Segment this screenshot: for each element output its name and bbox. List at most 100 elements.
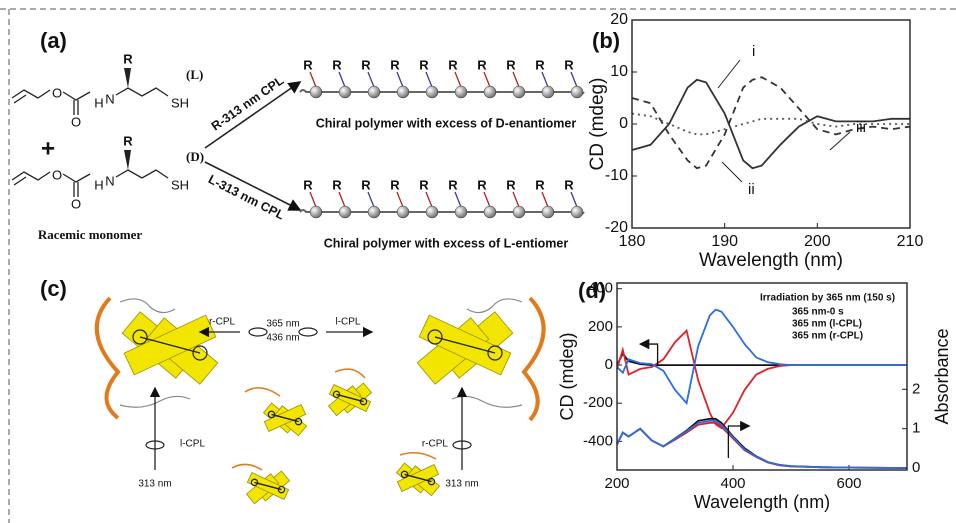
substituent: R: [448, 57, 458, 72]
bond: [396, 71, 404, 88]
bond: [336, 393, 364, 403]
x-tick-label: 200: [804, 233, 831, 250]
monomer-bead: [512, 85, 526, 99]
substituent: R: [303, 57, 313, 72]
rotation-icon: [248, 327, 268, 337]
bond: [367, 71, 375, 88]
substituent: R: [332, 57, 342, 72]
bond: [204, 161, 302, 211]
bond: [717, 59, 741, 89]
substituent: R: [535, 177, 545, 192]
bond: [271, 413, 299, 423]
x-axis-label: Wavelength (nm): [694, 492, 830, 512]
panel-label: (c): [40, 276, 67, 301]
substituent: R: [123, 51, 133, 66]
monomer-bead: [483, 85, 497, 99]
y-tick-label: 400: [588, 280, 613, 297]
panel-a: (a): [40, 28, 67, 53]
y2-tick-label: 2: [912, 380, 920, 397]
spacer: [119, 298, 176, 314]
bond: [434, 336, 496, 354]
axis-arrow: [638, 338, 659, 366]
ring: [332, 390, 341, 399]
plot-frame: [631, 19, 911, 229]
bond: [254, 481, 282, 491]
bond: [570, 191, 578, 208]
y-tick-label: -200: [583, 394, 613, 411]
ring: [277, 485, 286, 494]
substituent: R: [361, 57, 371, 72]
ring: [487, 345, 503, 361]
atom: SH: [171, 177, 189, 192]
rotation-icon: [145, 440, 165, 450]
panel-label: (d): [578, 278, 606, 303]
substituent: R: [361, 177, 371, 192]
series-line: [616, 419, 908, 469]
bond: [139, 336, 201, 354]
monomer-bead: [570, 205, 584, 219]
wavelength: 436 nm: [266, 333, 299, 344]
substituent: R: [123, 133, 133, 148]
side-chain: [399, 452, 437, 460]
wavelength: 365 nm: [266, 319, 299, 330]
y-tick-label: -20: [605, 219, 628, 236]
x-tick-label: 180: [619, 233, 646, 250]
x-axis-label: Wavelength (nm): [699, 250, 843, 271]
bond: [570, 71, 578, 88]
series-line: [631, 78, 910, 170]
y-tick-label: 200: [588, 318, 613, 335]
y-tick-label: -10: [605, 167, 628, 184]
monomer-bead: [483, 205, 497, 219]
ring: [427, 477, 436, 486]
caption: Racemic monomer: [38, 227, 143, 242]
series-line: [631, 76, 911, 170]
legend-entry: 365 nm (l-CPL): [792, 319, 862, 330]
y-axis-label: CD (mdeg): [557, 332, 577, 420]
substituent: R: [303, 177, 313, 192]
series-line: [616, 328, 907, 430]
monomer-bead: [570, 85, 584, 99]
atom: H: [94, 95, 103, 110]
bond: [483, 191, 491, 208]
x-tick-label: 190: [711, 233, 738, 250]
bond: [425, 191, 433, 208]
bond: [62, 173, 91, 183]
bond: [309, 71, 317, 88]
bond: [541, 71, 549, 88]
panel-label: (b): [592, 28, 620, 53]
side-chain: [231, 463, 263, 471]
arrow-label: R-313 nm CPL: [209, 73, 287, 133]
x-tick-label: 200: [604, 475, 629, 492]
substituent: R: [419, 177, 429, 192]
spacer: [466, 298, 523, 314]
substituent: R: [419, 57, 429, 72]
cpl-label: l-CPL: [335, 317, 360, 328]
monomer-bead: [541, 85, 555, 99]
annotation: iii: [856, 119, 866, 136]
legend-title: Irradiation by 365 nm (150 s): [760, 293, 895, 304]
monomer-bead: [454, 85, 468, 99]
ring: [427, 329, 443, 345]
wedge-bond: [124, 68, 131, 88]
substituent: R: [477, 57, 487, 72]
substituent: R: [390, 57, 400, 72]
y-tick-label: 0: [619, 115, 628, 132]
bond: [309, 191, 317, 208]
monomer-bead: [512, 205, 526, 219]
monomer-bead: [338, 205, 352, 219]
series-line: [616, 308, 907, 406]
side-chain: [244, 387, 281, 397]
side-chain: [334, 368, 366, 379]
bond: [829, 131, 851, 151]
substituent: R: [448, 177, 458, 192]
monomer-bead: [338, 85, 352, 99]
polymer-caption: Chiral polymer with excess of L-entiomer: [324, 236, 569, 250]
spacer: [119, 395, 191, 408]
annotation: ii: [748, 181, 755, 198]
panel-c: (c): [40, 276, 67, 301]
substituent: R: [332, 177, 342, 192]
axis-arrow: [727, 420, 751, 458]
monomer-bead: [541, 205, 555, 219]
substituent: R: [390, 177, 400, 192]
